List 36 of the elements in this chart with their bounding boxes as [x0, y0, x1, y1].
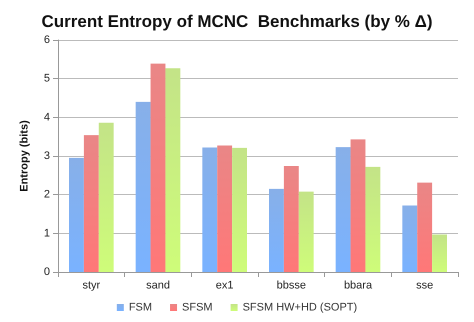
bar — [98, 122, 114, 272]
bar — [150, 64, 166, 272]
x-tick-label: styr — [82, 280, 101, 292]
bar — [217, 146, 232, 272]
bar — [365, 166, 380, 272]
y-tick-label: 0 — [44, 266, 50, 278]
y-tick-label: 2 — [44, 188, 50, 201]
bar — [402, 205, 418, 272]
x-tick-label: sse — [416, 280, 434, 292]
legend-label: FSM — [128, 302, 152, 314]
bar — [298, 192, 314, 272]
bar — [136, 102, 151, 272]
y-tick-label: 4 — [44, 111, 50, 124]
y-tick-label: 3 — [44, 150, 50, 162]
y-tick-label: 5 — [44, 72, 50, 85]
bar — [350, 139, 366, 272]
y-tick-label: 1 — [44, 227, 50, 240]
bar — [336, 147, 351, 272]
legend-label: SFSM HW+HD (SOPT) — [242, 302, 358, 314]
bar — [269, 188, 284, 272]
bar — [432, 234, 447, 272]
bar — [284, 166, 299, 272]
bar — [69, 158, 84, 272]
x-tick-label: ex1 — [216, 280, 234, 292]
bar — [165, 68, 180, 272]
x-tick-label: bbara — [344, 280, 373, 292]
bar — [232, 148, 247, 272]
legend-label: SFSM — [182, 302, 213, 314]
x-tick-label: bbsse — [276, 280, 306, 292]
bar — [84, 135, 99, 272]
chart-title: Current Entropy of MCNC Benchmarks (by % Δ) — [42, 12, 432, 31]
x-tick-label: sand — [146, 280, 170, 292]
y-tick-label: 6 — [44, 34, 50, 46]
bar — [417, 182, 432, 272]
y-axis-title: Entropy (bits) — [18, 120, 30, 192]
bar — [202, 147, 218, 272]
